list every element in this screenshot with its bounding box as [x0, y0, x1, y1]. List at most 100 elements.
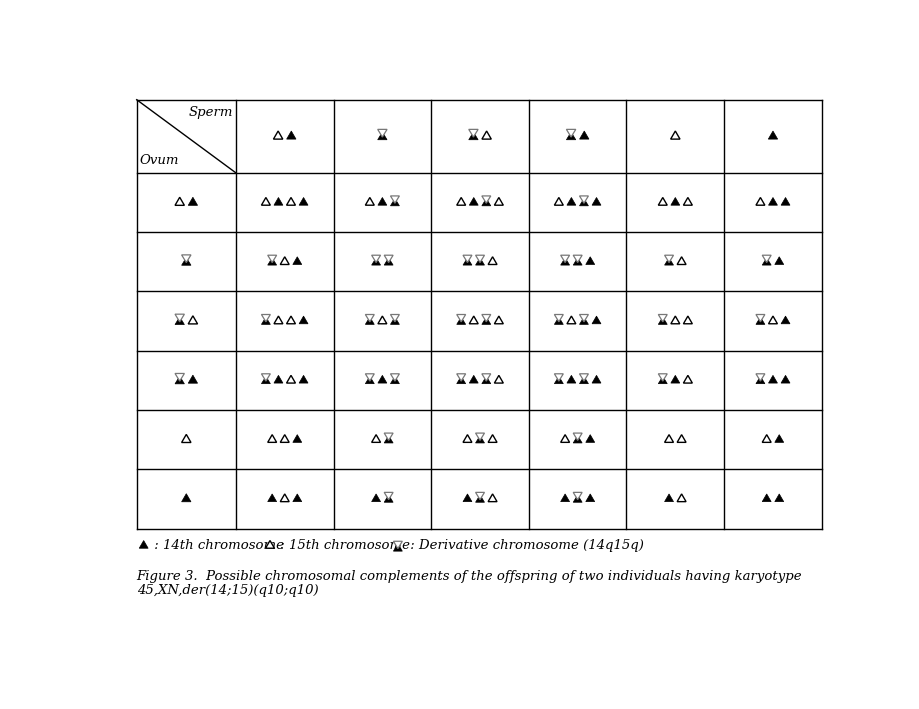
- Polygon shape: [384, 255, 392, 262]
- Polygon shape: [274, 316, 283, 324]
- Text: : 14th chromosome: : 14th chromosome: [150, 539, 284, 552]
- Polygon shape: [566, 375, 575, 383]
- Polygon shape: [664, 258, 673, 265]
- Polygon shape: [390, 374, 399, 381]
- Polygon shape: [261, 198, 270, 205]
- Polygon shape: [384, 258, 392, 265]
- Polygon shape: [658, 317, 666, 325]
- Polygon shape: [469, 132, 478, 140]
- Polygon shape: [287, 131, 296, 139]
- Polygon shape: [579, 131, 588, 139]
- Polygon shape: [365, 315, 374, 322]
- Polygon shape: [573, 435, 582, 443]
- Polygon shape: [286, 375, 295, 383]
- Polygon shape: [579, 317, 588, 325]
- Polygon shape: [292, 494, 301, 502]
- Polygon shape: [175, 197, 184, 206]
- Text: 45,XN,der(14;15)(q10;q10): 45,XN,der(14;15)(q10;q10): [137, 584, 318, 597]
- Polygon shape: [566, 198, 575, 205]
- Polygon shape: [365, 374, 374, 381]
- Polygon shape: [767, 198, 777, 205]
- Polygon shape: [554, 315, 562, 322]
- Polygon shape: [482, 374, 490, 381]
- Polygon shape: [475, 433, 484, 440]
- Polygon shape: [579, 376, 588, 384]
- Polygon shape: [475, 435, 484, 443]
- Polygon shape: [292, 435, 301, 442]
- Polygon shape: [456, 317, 465, 325]
- Polygon shape: [755, 317, 764, 325]
- Polygon shape: [658, 315, 666, 322]
- Polygon shape: [469, 316, 478, 324]
- Polygon shape: [378, 132, 387, 140]
- Polygon shape: [390, 196, 399, 203]
- Polygon shape: [664, 435, 673, 442]
- Polygon shape: [592, 375, 600, 383]
- Text: : Derivative chromosome (14q15q): : Derivative chromosome (14q15q): [405, 539, 642, 552]
- Polygon shape: [579, 196, 588, 203]
- Polygon shape: [573, 258, 582, 265]
- Polygon shape: [384, 433, 392, 440]
- Polygon shape: [393, 541, 402, 549]
- Polygon shape: [566, 316, 575, 324]
- Polygon shape: [390, 199, 399, 206]
- Polygon shape: [670, 375, 679, 383]
- Polygon shape: [371, 255, 380, 262]
- Polygon shape: [390, 376, 399, 384]
- Polygon shape: [456, 376, 465, 384]
- Polygon shape: [469, 375, 478, 383]
- Polygon shape: [181, 493, 191, 502]
- Polygon shape: [475, 258, 484, 265]
- Polygon shape: [488, 257, 496, 264]
- Polygon shape: [371, 435, 380, 442]
- Polygon shape: [494, 316, 503, 324]
- Polygon shape: [573, 495, 582, 502]
- Polygon shape: [175, 314, 184, 322]
- Polygon shape: [592, 198, 600, 205]
- Polygon shape: [554, 374, 562, 381]
- Polygon shape: [267, 258, 277, 265]
- Polygon shape: [378, 198, 386, 205]
- Polygon shape: [384, 435, 392, 443]
- Text: Ovum: Ovum: [140, 154, 179, 167]
- Polygon shape: [573, 492, 582, 500]
- Polygon shape: [579, 374, 588, 381]
- Polygon shape: [560, 255, 569, 262]
- Polygon shape: [494, 375, 503, 383]
- Polygon shape: [261, 317, 270, 325]
- Polygon shape: [175, 317, 184, 325]
- Polygon shape: [585, 257, 594, 264]
- Polygon shape: [469, 198, 478, 205]
- Polygon shape: [378, 375, 386, 383]
- Polygon shape: [371, 258, 380, 265]
- Polygon shape: [384, 492, 392, 500]
- Polygon shape: [482, 131, 491, 139]
- Polygon shape: [261, 315, 270, 322]
- Polygon shape: [456, 198, 465, 205]
- Polygon shape: [384, 495, 392, 502]
- Polygon shape: [573, 255, 582, 262]
- Polygon shape: [670, 316, 679, 324]
- Polygon shape: [181, 255, 191, 262]
- Polygon shape: [462, 258, 471, 265]
- Polygon shape: [658, 198, 666, 205]
- Polygon shape: [280, 257, 289, 264]
- Text: : 15th chromosome: : 15th chromosome: [276, 539, 410, 552]
- Polygon shape: [365, 317, 374, 325]
- Polygon shape: [767, 375, 777, 383]
- Polygon shape: [755, 315, 764, 322]
- Polygon shape: [762, 258, 770, 265]
- Polygon shape: [755, 374, 764, 381]
- Polygon shape: [676, 257, 686, 264]
- Polygon shape: [579, 199, 588, 206]
- Polygon shape: [299, 198, 308, 205]
- Polygon shape: [188, 375, 198, 383]
- Polygon shape: [488, 494, 496, 502]
- Polygon shape: [274, 375, 283, 383]
- Polygon shape: [175, 376, 184, 384]
- Polygon shape: [299, 375, 308, 383]
- Polygon shape: [566, 132, 575, 140]
- Polygon shape: [482, 196, 490, 203]
- Polygon shape: [475, 255, 484, 262]
- Polygon shape: [456, 315, 465, 322]
